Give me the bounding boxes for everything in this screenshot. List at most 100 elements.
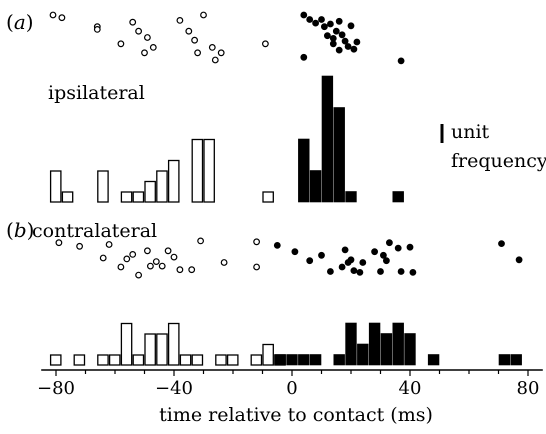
histogram-bar-filled (498, 354, 511, 366)
x-tick-label: 40 (399, 378, 422, 399)
histogram-bar-open (215, 354, 227, 366)
raster-open-dot (117, 263, 125, 271)
raster-filled-dot (377, 268, 384, 275)
histogram-bar-filled (286, 354, 298, 366)
raster-open-dot (129, 250, 137, 258)
raster-open-dot (149, 44, 157, 51)
raster-filled-dot (341, 246, 349, 254)
histogram-bar-filled (368, 322, 381, 366)
raster-filled-dot (326, 268, 334, 275)
raster-filled-dot (353, 38, 361, 46)
raster-open-dot (135, 271, 143, 279)
raster-filled-dot (347, 22, 355, 30)
raster-filled-dot (332, 27, 340, 35)
histogram-bar-filled (404, 333, 416, 366)
histogram-bar-filled (380, 333, 393, 366)
raster-open-dot (99, 254, 107, 262)
histogram-bar-filled (345, 191, 357, 203)
raster-open-dot (123, 255, 131, 263)
raster-open-dot (146, 262, 154, 270)
raster-filled-dot (306, 257, 314, 265)
raster-filled-dot (406, 243, 414, 251)
histogram-bar-filled (333, 354, 345, 366)
panel-a-letter: (a) (6, 10, 34, 34)
raster-open-dot (143, 34, 151, 41)
histogram-bar-open (226, 354, 239, 366)
raster-filled-dot (356, 268, 364, 276)
raster-open-dot (117, 40, 125, 48)
histogram-bar-filled (357, 343, 369, 366)
raster-filled-dot (347, 256, 355, 264)
x-tick-label: 0 (286, 378, 297, 399)
raster-open-dot (262, 40, 269, 48)
raster-open-dot (220, 259, 228, 266)
raster-open-dot (55, 239, 63, 247)
raster-open-dot (129, 18, 137, 26)
raster-open-dot (93, 26, 101, 33)
raster-open-dot (200, 11, 207, 19)
raster-filled-dot (371, 248, 379, 256)
raster-open-dot (185, 27, 193, 35)
panel-b-raster (55, 237, 523, 279)
panel-b-condition-label: contralateral (32, 220, 157, 242)
raster-open-dot (135, 27, 143, 35)
raster-open-dot (49, 11, 57, 19)
raster-filled-dot (409, 268, 417, 276)
histogram-bar-open (167, 322, 180, 366)
raster-filled-dot (312, 19, 320, 27)
raster-filled-dot (320, 23, 328, 31)
histogram-bar-open (120, 191, 133, 203)
raster-filled-dot (350, 267, 358, 275)
raster-filled-dot (300, 53, 308, 61)
raster-filled-dot (394, 244, 402, 252)
histogram-bar-filled (298, 354, 310, 366)
histogram-bar-open (97, 354, 109, 366)
raster-filled-dot (397, 268, 405, 275)
scale-bar-label-frequency: frequency (451, 150, 546, 172)
raster-filled-dot (273, 241, 281, 249)
histogram-bar-open (167, 159, 180, 203)
raster-open-dot (170, 253, 178, 261)
raster-open-dot (58, 14, 66, 22)
raster-open-dot (208, 44, 216, 51)
histogram-bar-open (191, 354, 204, 366)
raster-filled-dot (306, 16, 314, 23)
x-tick-label: 80 (517, 378, 540, 399)
histogram-bar-open (132, 191, 145, 203)
raster-filled-dot (397, 57, 405, 65)
panel-a-condition-label: ipsilateral (48, 82, 145, 104)
panel-a-raster (49, 11, 405, 65)
raster-open-dot (105, 241, 113, 248)
histogram-bar-open (120, 322, 133, 366)
histogram-bar-open (108, 354, 121, 366)
histogram-bar-open (144, 333, 156, 366)
histogram-bar-open (49, 170, 62, 203)
raster-open-dot (176, 17, 184, 24)
panel-b-letter: (b) (6, 218, 34, 242)
histogram-bar-open (262, 191, 274, 203)
raster-filled-dot (382, 257, 390, 265)
raster-open-dot (143, 247, 151, 255)
raster-filled-dot (335, 46, 343, 54)
histogram-bar-filled (333, 107, 345, 203)
raster-filled-dot (515, 256, 523, 264)
histogram-bar-open (73, 354, 86, 366)
histogram-bar-open (49, 354, 62, 366)
histogram-bar-open (97, 170, 109, 203)
raster-open-dot (191, 36, 199, 44)
raster-open-dot (253, 238, 261, 246)
histogram-bar-open (156, 170, 168, 203)
histogram-bar-filled (510, 354, 522, 366)
raster-open-dot (158, 262, 166, 270)
x-axis: −80 −40 0 40 80 (37, 369, 543, 399)
raster-filled-dot (323, 32, 331, 40)
histogram-bar-filled (274, 354, 286, 366)
raster-filled-dot (385, 239, 393, 247)
histogram-bar-filled (427, 354, 440, 366)
histogram-bar-filled (309, 354, 322, 366)
histogram-bar-open (132, 354, 145, 366)
raster-filled-dot (326, 20, 334, 28)
raster-filled-dot (329, 35, 337, 42)
histogram-bar-filled (298, 138, 310, 203)
